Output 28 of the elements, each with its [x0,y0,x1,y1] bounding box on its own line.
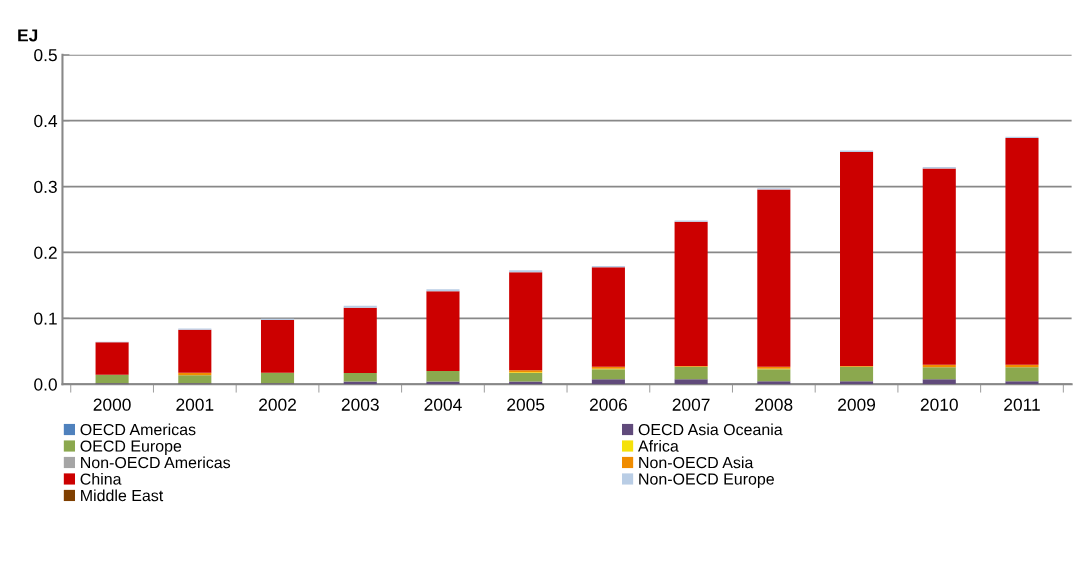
legend-label: Middle East [81,489,164,502]
x-tick-label: 2005 [507,398,545,411]
y-tick-label: 0.0 [34,378,57,391]
y-axis-title: EJ [18,29,38,42]
x-tick-label: 2010 [920,398,958,411]
legend-label: OECD Americas [80,423,196,436]
y-tick-label: 0.3 [34,180,57,194]
legend-label: OECD Asia Oceania [638,423,783,436]
x-tick-label: 2008 [755,398,793,411]
y-tick-label: 0.5 [34,48,57,62]
legend-label: OECD Europe [80,440,182,455]
legend-label: Non-OECD Americas [81,456,231,469]
x-tick-label: 2000 [93,398,131,411]
x-tick-label: 2001 [176,398,214,411]
x-tick-label: 2004 [424,398,462,411]
y-tick-label: 0.1 [34,312,57,325]
y-tick-label: 0.2 [34,246,57,259]
x-tick-label: 2003 [341,398,379,411]
x-tick-label: 2006 [589,398,627,411]
x-tick-label: 2002 [259,398,296,411]
y-tick-label: 0.4 [34,114,58,128]
legend-label: China [80,472,122,485]
legend-label: Non-OECD Europe [639,473,774,488]
legend-label: Africa [637,440,679,452]
x-tick-label: 2011 [1004,398,1040,411]
legend-label: Non-OECD Asia [639,456,754,469]
x-tick-label: 2009 [838,398,876,411]
x-tick-label: 2007 [672,398,710,411]
